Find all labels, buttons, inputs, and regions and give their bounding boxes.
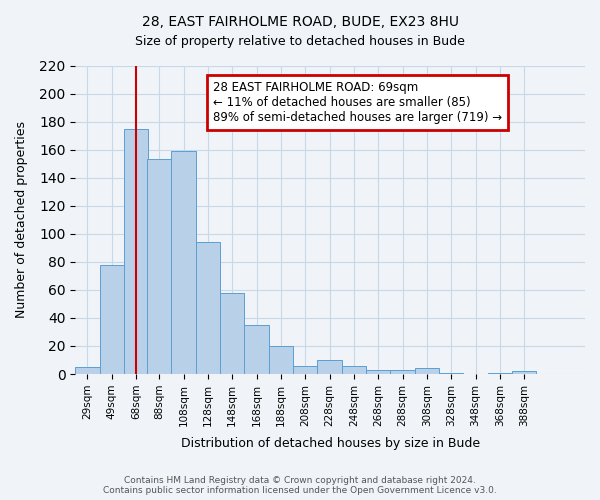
Text: 28 EAST FAIRHOLME ROAD: 69sqm
← 11% of detached houses are smaller (85)
89% of s: 28 EAST FAIRHOLME ROAD: 69sqm ← 11% of d… <box>213 81 502 124</box>
Bar <box>100 264 124 374</box>
Bar <box>415 368 439 374</box>
Bar <box>391 370 415 374</box>
Bar <box>317 360 342 374</box>
Text: Size of property relative to detached houses in Bude: Size of property relative to detached ho… <box>135 35 465 48</box>
Bar <box>196 242 220 374</box>
Text: 28, EAST FAIRHOLME ROAD, BUDE, EX23 8HU: 28, EAST FAIRHOLME ROAD, BUDE, EX23 8HU <box>142 15 458 29</box>
Bar <box>488 372 512 374</box>
Bar <box>439 372 463 374</box>
Bar <box>124 128 148 374</box>
Bar <box>342 366 366 374</box>
Bar <box>269 346 293 374</box>
Bar <box>172 151 196 374</box>
Bar <box>366 370 391 374</box>
Text: Contains public sector information licensed under the Open Government Licence v3: Contains public sector information licen… <box>103 486 497 495</box>
Bar <box>293 366 317 374</box>
Bar <box>147 160 172 374</box>
Bar <box>220 292 244 374</box>
Bar <box>244 325 269 374</box>
Text: Contains HM Land Registry data © Crown copyright and database right 2024.: Contains HM Land Registry data © Crown c… <box>124 476 476 485</box>
Y-axis label: Number of detached properties: Number of detached properties <box>15 122 28 318</box>
X-axis label: Distribution of detached houses by size in Bude: Distribution of detached houses by size … <box>181 437 480 450</box>
Bar <box>512 371 536 374</box>
Bar <box>76 367 100 374</box>
